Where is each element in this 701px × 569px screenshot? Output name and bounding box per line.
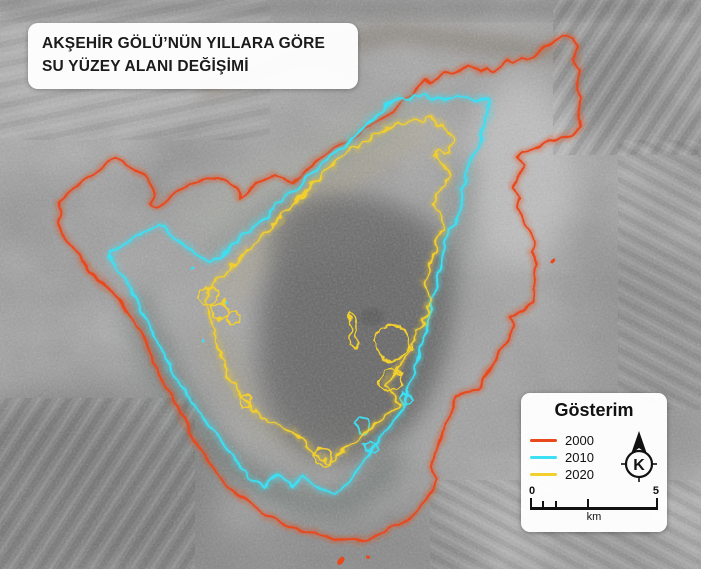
contour-2000-islet bbox=[365, 555, 369, 559]
contour-2020-squiggle bbox=[347, 313, 360, 351]
contour-2010-islet bbox=[364, 438, 380, 455]
legend-label-2010: 2010 bbox=[565, 450, 594, 465]
contour-2020-islet bbox=[224, 309, 243, 327]
contour-2010-dot bbox=[191, 265, 195, 269]
contour-2020-line bbox=[205, 117, 454, 464]
legend-item-2010: 2010 bbox=[530, 449, 594, 466]
north-arrow-triangle bbox=[631, 431, 647, 454]
legend-card: Gösterim 2000 2010 2020 K bbox=[521, 393, 667, 532]
scale-unit-label: km bbox=[586, 511, 602, 523]
scale-end-label: 5 bbox=[652, 485, 659, 497]
contour-2020-islet bbox=[197, 284, 218, 307]
contour-2020-islet bbox=[311, 445, 332, 468]
contour-2000-line bbox=[57, 35, 582, 542]
compass-north-letter: K bbox=[633, 457, 645, 474]
contour-2000-islet bbox=[338, 558, 344, 564]
scale-bar: 0 5 km bbox=[529, 485, 659, 525]
map-title-line-2: SU YÜZEY ALANI DEĞİŞİMİ bbox=[42, 58, 249, 76]
north-arrow-icon: K bbox=[621, 431, 657, 482]
legend-title: Gösterim bbox=[554, 400, 634, 420]
scale-start-label: 0 bbox=[529, 485, 536, 497]
contour-2020-lagoon bbox=[373, 323, 409, 363]
contour-2020-islet bbox=[236, 394, 253, 409]
contour-2010-dot bbox=[225, 300, 229, 304]
map-title-line-1: AKŞEHİR GÖLÜ’NÜN YILLARA GÖRE bbox=[42, 35, 326, 52]
contour-2010-dot bbox=[203, 338, 207, 342]
legend-swatch-2020 bbox=[530, 472, 557, 477]
contour-2020-lagoon bbox=[378, 369, 403, 392]
legend-swatch-2000 bbox=[530, 438, 557, 443]
legend-label-2020: 2020 bbox=[565, 467, 594, 482]
legend-label-2000: 2000 bbox=[565, 433, 594, 448]
legend-items: 2000 2010 2020 bbox=[530, 432, 594, 483]
contour-2020-islet bbox=[211, 299, 230, 321]
scale-bar-line bbox=[530, 498, 658, 510]
contour-2010-islet bbox=[398, 392, 415, 406]
legend-item-2020: 2020 bbox=[530, 466, 594, 483]
legend-item-2000: 2000 bbox=[530, 432, 594, 449]
contour-2010-line bbox=[109, 95, 490, 495]
legend-swatch-2010 bbox=[530, 455, 557, 460]
contour-2000-islet bbox=[550, 257, 556, 263]
title-card: AKŞEHİR GÖLÜ’NÜN YILLARA GÖRE SU YÜZEY A… bbox=[28, 23, 358, 89]
contour-2020 bbox=[197, 115, 456, 468]
contour-2000 bbox=[55, 33, 584, 564]
